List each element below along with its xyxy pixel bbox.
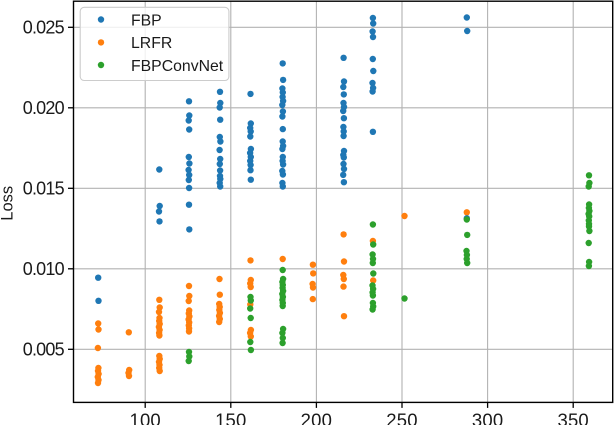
- svg-text:150: 150: [215, 410, 246, 425]
- svg-text:0.015: 0.015: [23, 179, 65, 199]
- svg-text:0.025: 0.025: [23, 18, 65, 38]
- svg-text:0.005: 0.005: [23, 340, 65, 360]
- svg-text:100: 100: [129, 410, 160, 425]
- svg-text:LRFR: LRFR: [131, 35, 172, 52]
- svg-text:FBP: FBP: [131, 12, 162, 29]
- svg-text:FBPConvNet: FBPConvNet: [131, 58, 224, 75]
- svg-text:0.010: 0.010: [23, 259, 65, 279]
- svg-text:Loss: Loss: [0, 186, 17, 221]
- svg-text:200: 200: [301, 410, 332, 425]
- svg-text:0.020: 0.020: [23, 98, 65, 118]
- svg-text:350: 350: [557, 410, 588, 425]
- svg-text:250: 250: [386, 410, 417, 425]
- svg-text:300: 300: [472, 410, 503, 425]
